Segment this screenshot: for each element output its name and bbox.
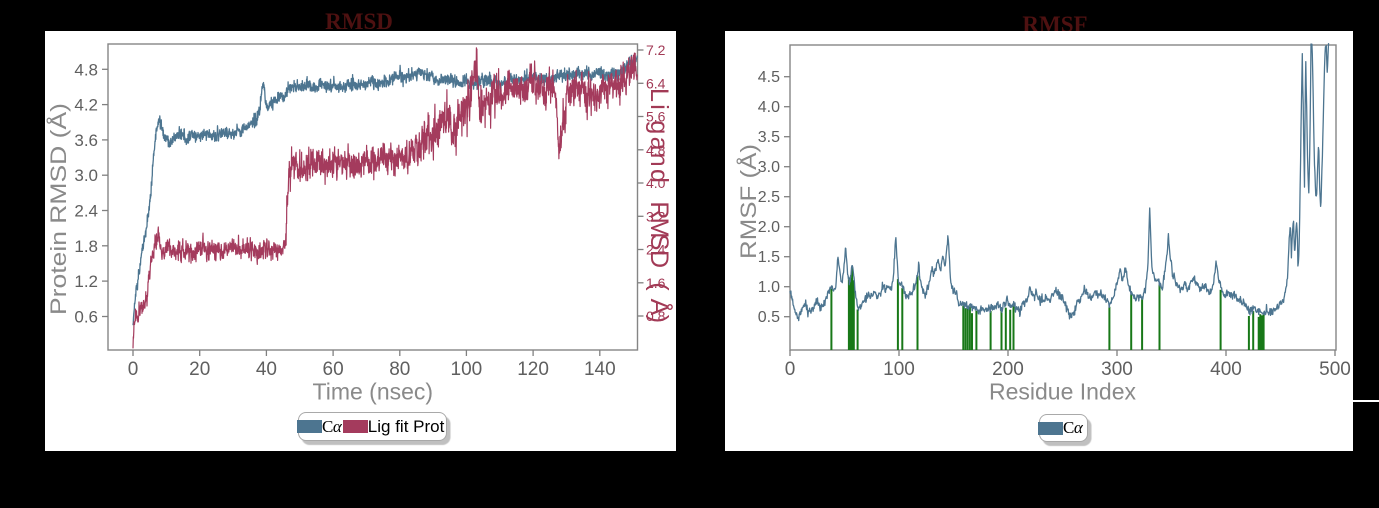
svg-text:200: 200	[992, 359, 1024, 380]
svg-text:3.0: 3.0	[758, 159, 780, 176]
svg-text:4.0: 4.0	[646, 175, 666, 191]
svg-text:60: 60	[323, 359, 344, 380]
svg-text:1.0: 1.0	[758, 279, 780, 296]
svg-text:Ligand RMSD (Å): Ligand RMSD (Å)	[645, 88, 675, 323]
svg-text:4.2: 4.2	[74, 96, 98, 115]
svg-text:Residue Index: Residue Index	[989, 379, 1137, 405]
svg-text:3.6: 3.6	[74, 131, 98, 150]
svg-text:100: 100	[883, 359, 915, 380]
svg-text:0.8: 0.8	[646, 308, 666, 324]
svg-text:4.8: 4.8	[74, 60, 98, 79]
svg-text:2.5: 2.5	[758, 189, 780, 206]
svg-text:1.8: 1.8	[74, 237, 98, 256]
svg-text:5.6: 5.6	[646, 109, 666, 125]
svg-text:3.0: 3.0	[74, 166, 98, 185]
svg-text:2.0: 2.0	[758, 219, 780, 236]
svg-text:6.4: 6.4	[646, 75, 666, 91]
svg-text:0: 0	[785, 359, 796, 380]
svg-text:1.2: 1.2	[74, 272, 98, 291]
svg-text:1.5: 1.5	[758, 249, 780, 266]
svg-text:4.0: 4.0	[758, 99, 780, 116]
svg-text:80: 80	[389, 359, 410, 380]
svg-text:3.5: 3.5	[758, 129, 780, 146]
svg-text:120: 120	[517, 359, 549, 380]
svg-text:140: 140	[584, 359, 616, 380]
svg-text:100: 100	[451, 359, 483, 380]
svg-text:2.4: 2.4	[74, 202, 98, 221]
svg-text:2.4: 2.4	[646, 242, 666, 258]
svg-text:500: 500	[1319, 359, 1351, 380]
svg-text:400: 400	[1210, 359, 1242, 380]
svg-text:7.2: 7.2	[646, 42, 666, 58]
svg-text:RMSF (Å): RMSF (Å)	[736, 144, 761, 259]
svg-text:Protein RMSD (Å): Protein RMSD (Å)	[46, 103, 71, 315]
svg-text:300: 300	[1101, 359, 1133, 380]
svg-text:1.6: 1.6	[646, 275, 666, 291]
svg-text:0: 0	[128, 359, 139, 380]
svg-text:4.5: 4.5	[758, 69, 780, 86]
svg-text:0.6: 0.6	[74, 308, 98, 327]
svg-text:Time (nsec): Time (nsec)	[313, 379, 434, 405]
svg-text:20: 20	[189, 359, 210, 380]
svg-text:4.8: 4.8	[646, 142, 666, 158]
svg-text:3.2: 3.2	[646, 208, 666, 224]
svg-text:0.5: 0.5	[758, 309, 780, 326]
svg-text:40: 40	[256, 359, 277, 380]
